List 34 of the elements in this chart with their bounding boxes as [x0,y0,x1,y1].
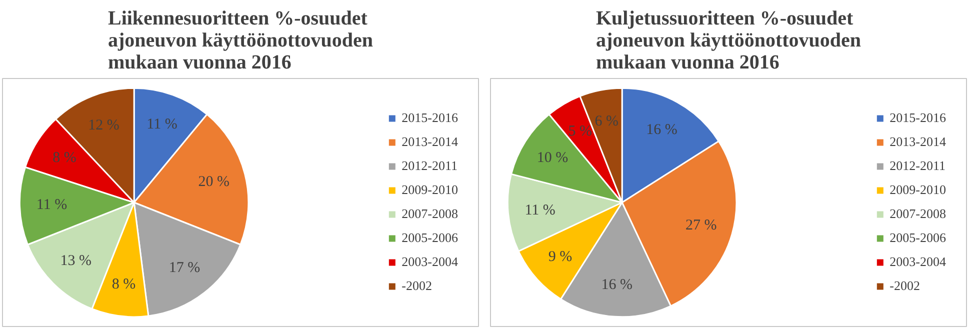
legend-label: 2005-2006 [890,230,946,246]
legend-label: 2009-2010 [402,182,458,198]
legend-label: 2003-2004 [890,254,946,270]
legend-label: 2003-2004 [402,254,458,270]
data-label: 13 % [60,252,92,269]
legend-label: 2015-2016 [890,110,946,126]
legend-label: 2012-2011 [402,158,458,174]
data-label: 6 % [594,113,619,130]
data-label: 9 % [548,249,572,266]
legend-label: 2013-2014 [890,134,946,150]
data-label: 20 % [198,174,230,190]
data-label: 16 % [646,122,678,138]
chart-title: Liikennesuoritteen %-osuudet ajoneuvon käyttöönottovuoden mukaan vuonna 2016 [108,8,374,74]
legend-label: -2002 [890,278,920,294]
data-label: 12 % [88,118,120,134]
legend-label: 2013-2014 [402,134,458,150]
data-label: 27 % [686,218,717,234]
data-label: 8 % [52,150,76,166]
legend-label: 2009-2010 [890,182,946,198]
legend-label: 2015-2016 [402,110,458,126]
data-label: 17 % [168,260,200,276]
data-label: 8 % [112,276,136,293]
data-label: 16 % [601,277,633,294]
legend-label: -2002 [402,278,432,294]
legend-label: 2007-2008 [402,206,458,222]
data-label: 11 % [524,202,556,218]
legend-label: 2012-2011 [890,158,946,174]
data-label: 11 % [146,116,178,133]
data-label: 10 % [536,150,568,166]
data-label: 11 % [36,197,68,214]
data-label: 5 % [568,123,592,140]
legend-label: 2005-2006 [402,230,458,246]
chart-title: Kuljetussuoritteen %-osuudet ajoneuvon käyttöönottovuoden mukaan vuonna 2016 [596,8,862,74]
legend-label: 2007-2008 [890,206,946,222]
